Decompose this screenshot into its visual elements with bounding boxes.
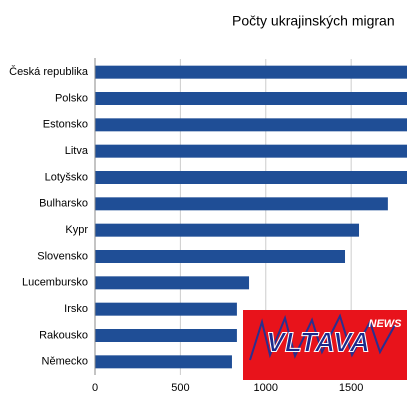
bar [95, 65, 407, 79]
chart-title: Počty ukrajinských migran [232, 13, 395, 29]
logo-sub: NEWS [369, 318, 403, 330]
x-tick-label: 500 [171, 382, 189, 394]
logo-text: VLTAVA [266, 326, 370, 357]
y-tick-label: Polsko [55, 92, 88, 104]
bar [95, 144, 407, 158]
x-tick-label: 0 [92, 382, 98, 394]
bar [95, 302, 237, 316]
bar [95, 118, 407, 132]
bar [95, 250, 346, 263]
y-tick-label: Estonsko [43, 119, 88, 131]
y-tick-label: Česká republika [9, 65, 89, 78]
x-tick-label: 1000 [254, 382, 278, 394]
bar [95, 276, 250, 290]
bars [95, 65, 407, 369]
x-tick-label: 1500 [339, 382, 363, 394]
y-tick-label: Německo [42, 356, 88, 368]
bar [95, 197, 388, 211]
bar [95, 171, 407, 184]
y-tick-label: Litva [65, 145, 89, 157]
y-tick-label: Rakousko [39, 329, 88, 341]
y-tick-label: Lucembursko [22, 277, 88, 289]
logo-flames [249, 313, 396, 361]
y-tick-label: Irsko [64, 303, 88, 315]
y-tick-label: Slovensko [37, 250, 88, 262]
bar [95, 329, 237, 342]
bar [95, 223, 360, 237]
y-tick-label: Bulharsko [39, 198, 88, 210]
bar [95, 355, 232, 369]
logo: VLTAVA NEWS [243, 310, 407, 380]
y-tick-label: Lotyšsko [45, 171, 88, 183]
bar [95, 92, 407, 105]
y-tick-label: Kypr [65, 224, 88, 236]
